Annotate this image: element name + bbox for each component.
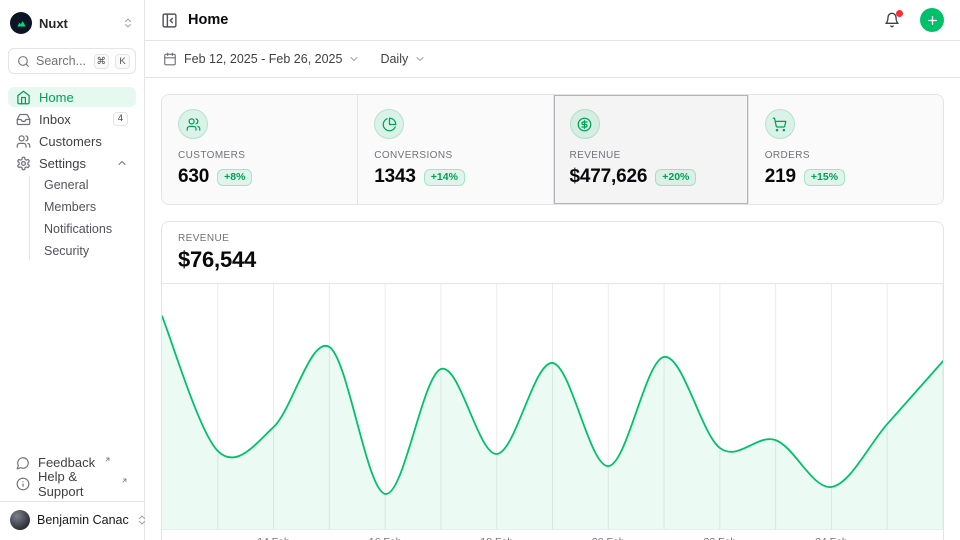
notifications-button[interactable]: [880, 8, 904, 32]
stat-card-orders[interactable]: ORDERS 219 +15%: [748, 95, 943, 204]
search-input[interactable]: Search... ⌘ K: [8, 48, 136, 74]
x-axis-tick-label: 14 Feb: [257, 536, 290, 540]
stat-card-revenue[interactable]: REVENUE $477,626 +20%: [553, 95, 748, 204]
delta-badge: +20%: [655, 169, 696, 186]
date-range-picker[interactable]: Feb 12, 2025 - Feb 26, 2025: [155, 47, 368, 71]
chevron-down-icon: [348, 53, 360, 65]
granularity-value: Daily: [380, 52, 408, 66]
content: CUSTOMERS 630 +8% CONVERSIONS 1343 +14%: [145, 78, 960, 540]
chevron-up-icon: [116, 157, 128, 169]
add-button[interactable]: [920, 8, 944, 32]
stat-label: REVENUE: [570, 150, 732, 161]
stat-value: 630: [178, 166, 209, 188]
sidebar-spacer: [8, 265, 136, 452]
users-icon: [16, 134, 31, 149]
sidebar: Nuxt Search... ⌘ K Home Inbox 4: [0, 0, 145, 540]
stat-card-conversions[interactable]: CONVERSIONS 1343 +14%: [357, 95, 552, 204]
home-icon: [16, 90, 31, 105]
delta-badge: +14%: [424, 169, 465, 186]
sidebar-item-general[interactable]: General: [8, 175, 136, 195]
page-title: Home: [188, 12, 870, 28]
x-axis-tick-label: 24 Feb: [815, 536, 848, 540]
main-area: Home Feb 12, 2025 - Feb 26, 2025 Daily: [145, 0, 960, 540]
nuxt-logo-icon: [10, 12, 32, 34]
pie-chart-icon: [374, 109, 404, 139]
info-circle-icon: [16, 477, 30, 491]
sidebar-item-security[interactable]: Security: [8, 241, 136, 261]
chart-header: REVENUE $76,544: [162, 222, 943, 284]
topbar: Home: [145, 0, 960, 41]
sub-item-label: General: [44, 178, 88, 192]
settings-submenu: General Members Notifications Security: [8, 175, 136, 263]
sub-item-label: Security: [44, 244, 89, 258]
sidebar-item-settings[interactable]: Settings: [8, 153, 136, 173]
revenue-area-chart[interactable]: [162, 284, 943, 529]
sidebar-item-members[interactable]: Members: [8, 197, 136, 217]
filter-toolbar: Feb 12, 2025 - Feb 26, 2025 Daily: [145, 41, 960, 78]
message-circle-icon: [16, 456, 30, 470]
chart-kicker-label: REVENUE: [178, 233, 927, 244]
sidebar-footer: Feedback Help & Support Benjamin Canac: [8, 452, 136, 532]
help-support-link[interactable]: Help & Support: [8, 473, 136, 494]
chart-x-axis: 14 Feb 16 Feb 18 Feb 20 Feb 22 Feb 24 Feb: [162, 529, 943, 540]
external-link-icon: [104, 456, 111, 463]
date-range-value: Feb 12, 2025 - Feb 26, 2025: [184, 52, 342, 66]
sidebar-nav: Home Inbox 4 Customers Settings Genera: [8, 87, 136, 265]
notification-dot: [896, 10, 903, 17]
footer-link-label: Help & Support: [38, 469, 112, 499]
sidebar-item-customers[interactable]: Customers: [8, 131, 136, 151]
x-axis-tick-label: 20 Feb: [592, 536, 625, 540]
sidebar-item-label: Inbox: [39, 112, 105, 127]
chevron-down-icon: [414, 53, 426, 65]
x-axis-tick-label: 18 Feb: [480, 536, 513, 540]
delta-badge: +8%: [217, 169, 252, 186]
sidebar-item-inbox[interactable]: Inbox 4: [8, 109, 136, 129]
sidebar-item-home[interactable]: Home: [8, 87, 136, 107]
sub-item-label: Notifications: [44, 222, 112, 236]
chart-headline-value: $76,544: [178, 247, 927, 273]
kbd-k: K: [115, 54, 130, 69]
user-menu[interactable]: Benjamin Canac: [8, 502, 136, 532]
granularity-select[interactable]: Daily: [372, 47, 434, 71]
stats-panel: CUSTOMERS 630 +8% CONVERSIONS 1343 +14%: [161, 94, 944, 205]
user-name: Benjamin Canac: [37, 513, 129, 527]
stat-value: $477,626: [570, 166, 648, 188]
chevron-up-down-icon: [122, 17, 134, 29]
stat-label: ORDERS: [765, 150, 927, 161]
avatar: [10, 510, 30, 530]
stat-value: 1343: [374, 166, 416, 188]
x-axis-tick-label: 22 Feb: [703, 536, 736, 540]
sidebar-item-label: Customers: [39, 134, 128, 149]
sidebar-item-notifications[interactable]: Notifications: [8, 219, 136, 239]
shopping-cart-icon: [765, 109, 795, 139]
x-axis-tick-label: 16 Feb: [369, 536, 402, 540]
area-chart-svg: [162, 284, 943, 529]
gear-icon: [16, 156, 31, 171]
sidebar-item-label: Home: [39, 90, 128, 105]
external-link-icon: [121, 477, 128, 484]
workspace-switcher[interactable]: Nuxt: [8, 10, 136, 36]
search-icon: [17, 55, 30, 68]
stat-label: CUSTOMERS: [178, 150, 341, 161]
sidebar-collapse-button[interactable]: [161, 12, 178, 29]
workspace-name: Nuxt: [39, 16, 115, 31]
plus-icon: [926, 14, 939, 27]
delta-badge: +15%: [804, 169, 845, 186]
kbd-cmd: ⌘: [94, 54, 110, 69]
calendar-icon: [163, 52, 177, 66]
users-icon: [178, 109, 208, 139]
sub-item-label: Members: [44, 200, 96, 214]
stat-card-customers[interactable]: CUSTOMERS 630 +8%: [162, 95, 357, 204]
search-placeholder: Search...: [36, 54, 88, 68]
stat-label: CONVERSIONS: [374, 150, 536, 161]
revenue-chart-card: REVENUE $76,544 14 Feb 16 Feb 18 Feb 20 Feb…: [161, 221, 944, 540]
sidebar-item-label: Settings: [39, 156, 108, 171]
circle-dollar-icon: [570, 109, 600, 139]
inbox-count-badge: 4: [113, 112, 128, 126]
inbox-icon: [16, 112, 31, 127]
stat-value: 219: [765, 166, 796, 188]
